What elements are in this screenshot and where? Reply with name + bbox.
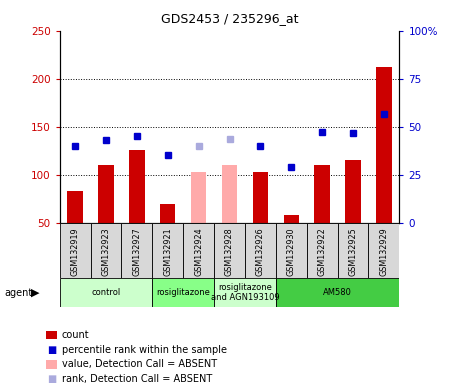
Bar: [60, 223, 90, 278]
Bar: [276, 278, 399, 307]
Text: percentile rank within the sample: percentile rank within the sample: [62, 345, 227, 355]
Bar: [129, 150, 145, 223]
Text: GSM132926: GSM132926: [256, 227, 265, 276]
Bar: [98, 165, 114, 223]
Text: AM580: AM580: [323, 288, 352, 297]
Text: GSM132923: GSM132923: [101, 227, 111, 276]
Bar: [337, 223, 369, 278]
Text: rosiglitazone
and AGN193109: rosiglitazone and AGN193109: [211, 283, 279, 303]
Text: GSM132924: GSM132924: [194, 227, 203, 276]
Bar: [307, 223, 337, 278]
Text: GSM132930: GSM132930: [287, 227, 296, 276]
Text: value, Detection Call = ABSENT: value, Detection Call = ABSENT: [62, 359, 217, 369]
Text: GDS2453 / 235296_at: GDS2453 / 235296_at: [161, 12, 298, 25]
Bar: [376, 67, 392, 223]
Bar: [122, 223, 152, 278]
Bar: [314, 165, 330, 223]
Bar: [345, 161, 361, 223]
Text: GSM132925: GSM132925: [348, 227, 358, 276]
Text: GSM132929: GSM132929: [380, 227, 388, 276]
Bar: [67, 191, 83, 223]
Text: GSM132921: GSM132921: [163, 227, 172, 276]
Bar: [222, 165, 237, 223]
Bar: [284, 215, 299, 223]
Text: ■: ■: [47, 345, 56, 355]
Bar: [191, 172, 207, 223]
Text: control: control: [91, 288, 121, 297]
Bar: [90, 223, 122, 278]
Bar: [252, 172, 268, 223]
Text: ■: ■: [47, 374, 56, 384]
Text: GSM132922: GSM132922: [318, 227, 327, 276]
Bar: [60, 278, 152, 307]
Bar: [214, 278, 276, 307]
Text: rank, Detection Call = ABSENT: rank, Detection Call = ABSENT: [62, 374, 212, 384]
Bar: [152, 223, 183, 278]
Bar: [369, 223, 399, 278]
Bar: [276, 223, 307, 278]
Text: GSM132928: GSM132928: [225, 227, 234, 276]
Bar: [160, 204, 175, 223]
Text: rosiglitazone: rosiglitazone: [156, 288, 210, 297]
Bar: [245, 223, 276, 278]
Text: GSM132927: GSM132927: [132, 227, 141, 276]
Text: agent: agent: [5, 288, 33, 298]
Bar: [152, 278, 214, 307]
Bar: [183, 223, 214, 278]
Bar: [214, 223, 245, 278]
Text: ▶: ▶: [31, 288, 40, 298]
Text: GSM132919: GSM132919: [71, 227, 79, 276]
Text: count: count: [62, 330, 90, 340]
